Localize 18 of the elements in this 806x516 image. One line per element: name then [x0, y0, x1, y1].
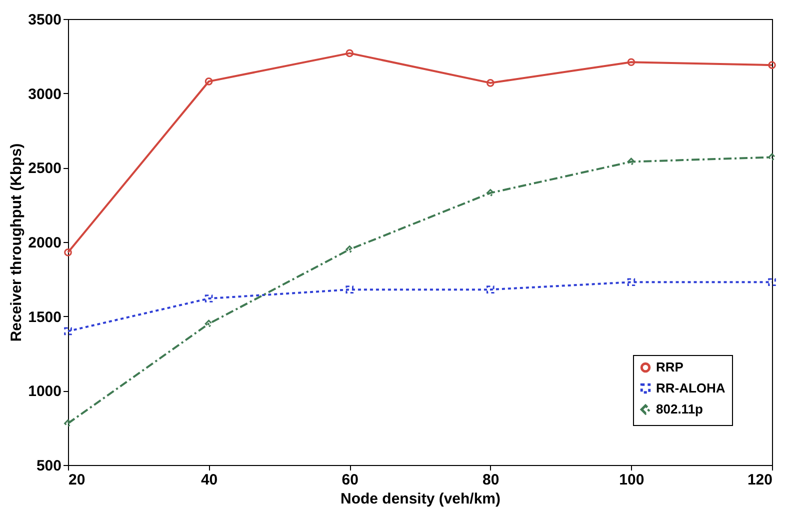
y-tick-label: 2000	[28, 234, 62, 252]
y-tick-label: 1500	[28, 308, 62, 326]
x-axis-title: Node density (veh/km)	[340, 490, 501, 508]
y-tick-label: 1000	[28, 383, 62, 400]
y-axis-title: Receiver throughput (Kbps)	[8, 143, 26, 342]
y-tick-label: 500	[36, 458, 62, 474]
x-tick-label: 20	[68, 472, 86, 488]
x-tick-label: 120	[747, 472, 772, 488]
x-tick-label: 100	[619, 472, 644, 488]
x-tick-label: 80	[482, 472, 500, 488]
y-tick-label: 3000	[28, 86, 62, 103]
y-tick-label: 3500	[28, 12, 62, 28]
legend-label: RR-ALOHA	[656, 380, 726, 396]
x-tick-label: 40	[200, 472, 218, 488]
legend-label: 802.11p	[656, 402, 704, 416]
y-tick-label: 2500	[28, 160, 62, 178]
legend-label: RRP	[656, 360, 684, 374]
x-tick-label: 60	[342, 472, 358, 488]
